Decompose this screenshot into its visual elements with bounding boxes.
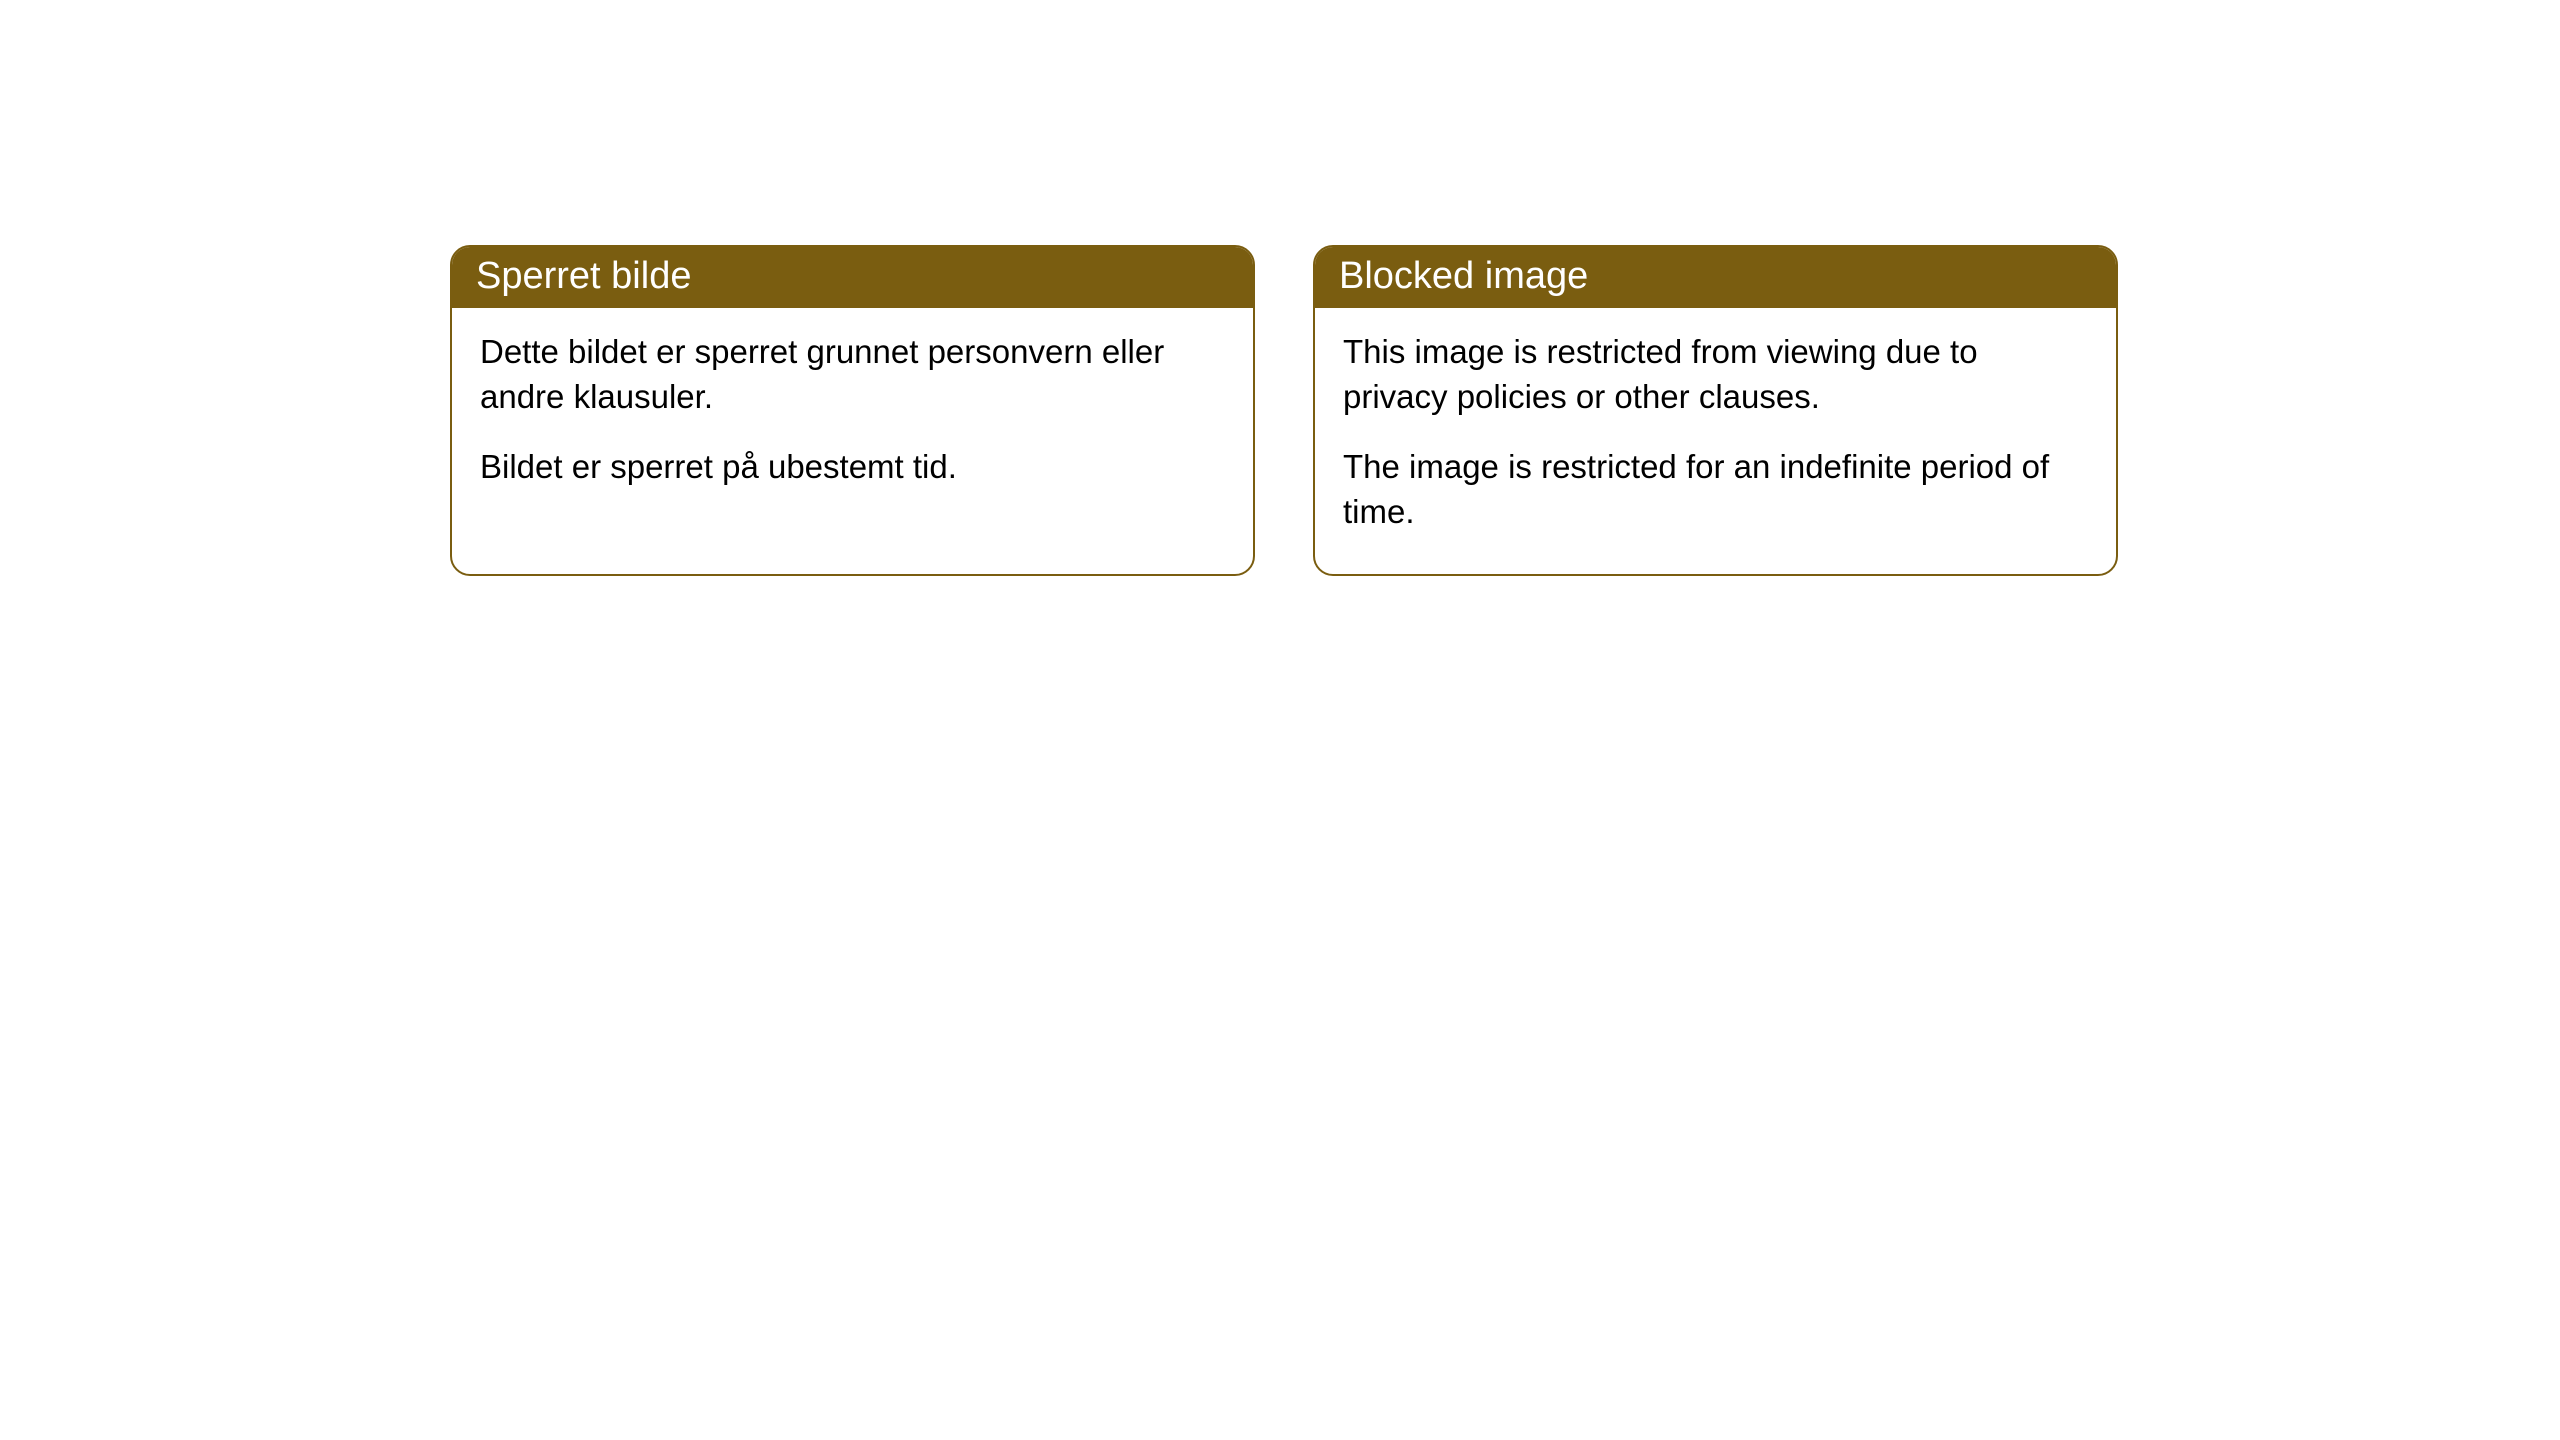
card-header-english: Blocked image	[1315, 247, 2116, 308]
cards-container: Sperret bilde Dette bildet er sperret gr…	[450, 245, 2118, 576]
card-header-norwegian: Sperret bilde	[452, 247, 1253, 308]
card-paragraph-1-norwegian: Dette bildet er sperret grunnet personve…	[480, 330, 1225, 419]
card-body-norwegian: Dette bildet er sperret grunnet personve…	[452, 308, 1253, 530]
card-paragraph-2-english: The image is restricted for an indefinit…	[1343, 445, 2088, 534]
blocked-image-card-norwegian: Sperret bilde Dette bildet er sperret gr…	[450, 245, 1255, 576]
card-body-english: This image is restricted from viewing du…	[1315, 308, 2116, 574]
card-paragraph-1-english: This image is restricted from viewing du…	[1343, 330, 2088, 419]
card-paragraph-2-norwegian: Bildet er sperret på ubestemt tid.	[480, 445, 1225, 490]
blocked-image-card-english: Blocked image This image is restricted f…	[1313, 245, 2118, 576]
